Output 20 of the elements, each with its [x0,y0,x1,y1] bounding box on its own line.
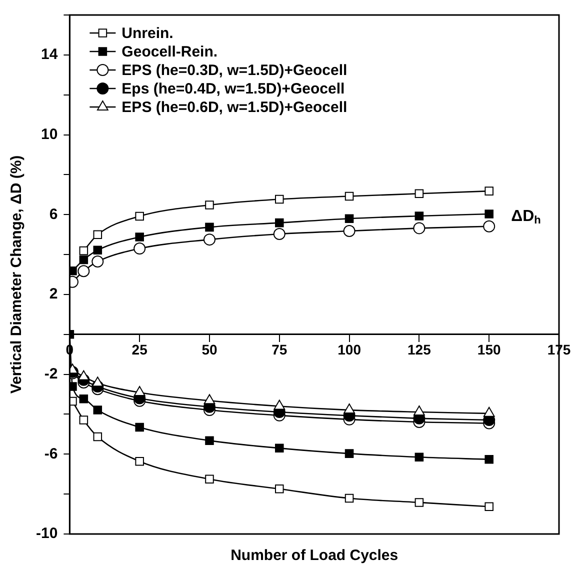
y-tick-label: -10 [36,525,58,542]
y-tick-label: -2 [44,365,58,382]
y-tick-label: 14 [40,46,58,64]
y-axis-title: Vertical Diameter Change, ΔD (%) [8,155,26,394]
x-axis-title: Number of Load Cycles [230,547,398,564]
legend-label: EPS (he=0.6D, w=1.5D)+Geocell [122,99,348,116]
x-tick-label: 150 [477,342,501,358]
x-tick-label: 125 [408,342,432,358]
x-tick-label: 50 [202,342,218,358]
legend-label: Eps (he=0.4D, w=1.5D)+Geocell [122,80,345,98]
x-tick-label: 25 [132,342,148,358]
legend-label: Geocell-Rein. [122,44,218,61]
legend-label: EPS (he=0.3D, w=1.5D)+Geocell [122,62,348,80]
y-tick-label: 10 [40,126,58,143]
x-tick-label: 75 [272,342,288,358]
y-tick-label: -6 [44,445,58,462]
x-tick-label: 100 [338,342,362,358]
legend-label: Unrein. [122,25,174,42]
y-tick-label: 6 [49,206,58,223]
y-tick-label: 2 [49,286,58,303]
